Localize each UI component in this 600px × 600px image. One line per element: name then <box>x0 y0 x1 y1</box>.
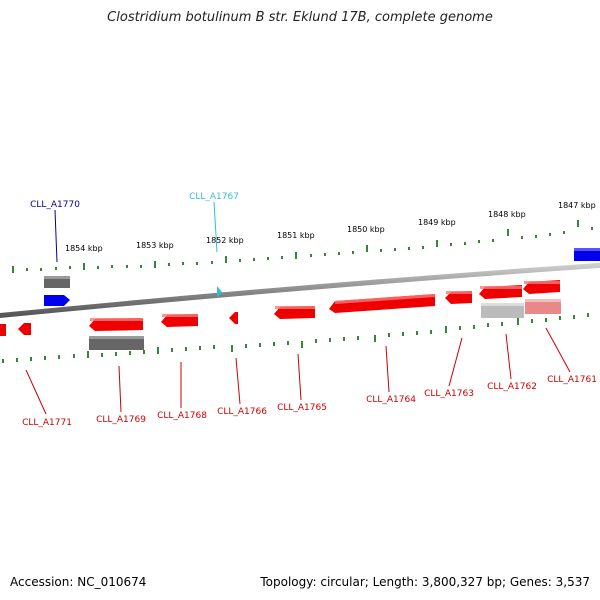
scale-label-1850: 1850 kbp <box>347 225 385 234</box>
label-cll-a1762[interactable]: CLL_A1762 <box>487 382 537 392</box>
label-cll-a1763[interactable]: CLL_A1763 <box>424 389 474 399</box>
gene-cll-a1768[interactable] <box>161 314 198 327</box>
leader-cll-a1762 <box>505 333 512 380</box>
label-cll-a1765[interactable]: CLL_A1765 <box>277 403 327 413</box>
gene-cll-a1771[interactable] <box>0 324 6 336</box>
label-cll-a1768[interactable]: CLL_A1768 <box>157 411 207 421</box>
scale-label-1852: 1852 kbp <box>206 236 244 245</box>
pseudo-feature-bottom-1[interactable] <box>89 336 144 350</box>
scale-label-1854: 1854 kbp <box>65 244 103 253</box>
scale-label-1853: 1853 kbp <box>136 241 174 250</box>
scale-label-1851: 1851 kbp <box>277 231 315 240</box>
gene-forward-edge[interactable] <box>574 248 600 261</box>
leader-cll-a1771 <box>25 369 47 415</box>
scale-label-1848: 1848 kbp <box>488 210 526 219</box>
leader-cll-a1764 <box>385 345 390 393</box>
lower-tick-row <box>2 313 589 363</box>
label-cll-a1761[interactable]: CLL_A1761 <box>547 375 597 385</box>
accession-label: Accession: NC_010674 <box>10 575 147 589</box>
leader-cll-a1761 <box>545 327 571 373</box>
scale-label-1849: 1849 kbp <box>418 218 456 227</box>
gene-cll-a1771-b[interactable] <box>18 323 31 335</box>
label-cll-a1766[interactable]: CLL_A1766 <box>217 407 267 417</box>
leader-cll-a1766 <box>235 357 241 405</box>
forward-strand <box>44 248 600 306</box>
label-cll-a1771[interactable]: CLL_A1771 <box>22 418 72 428</box>
label-cll-a1769[interactable]: CLL_A1769 <box>96 415 146 425</box>
gene-cll-a1767[interactable] <box>217 286 222 298</box>
gene-cll-a1769[interactable] <box>89 318 143 331</box>
label-cll-a1767[interactable]: CLL_A1767 <box>189 192 239 202</box>
label-cll-a1770[interactable]: CLL_A1770 <box>30 200 80 210</box>
label-cll-a1764[interactable]: CLL_A1764 <box>366 395 416 405</box>
leader-cll-a1770 <box>54 209 58 263</box>
gene-cll-a1765[interactable] <box>274 306 315 319</box>
gene-cll-a1770[interactable] <box>44 295 70 306</box>
genome-summary: Topology: circular; Length: 3,800,327 bp… <box>260 575 590 589</box>
gene-cll-a1763[interactable] <box>445 291 472 304</box>
scale-label-1847: 1847 kbp <box>558 201 596 210</box>
genome-backbone <box>0 262 600 319</box>
upper-tick-row <box>12 220 593 273</box>
leader-cll-a1765 <box>297 353 302 401</box>
leader-cll-a1763 <box>448 337 463 387</box>
genome-title: Clostridium botulinum B str. Eklund 17B,… <box>107 10 493 25</box>
leader-cll-a1767 <box>213 201 218 253</box>
gene-cll-a1766[interactable] <box>229 312 238 324</box>
pseudo-feature-bottom-2[interactable] <box>481 303 524 318</box>
pseudo-feature-bottom-3[interactable] <box>525 299 561 314</box>
leader-cll-a1769 <box>118 365 122 413</box>
